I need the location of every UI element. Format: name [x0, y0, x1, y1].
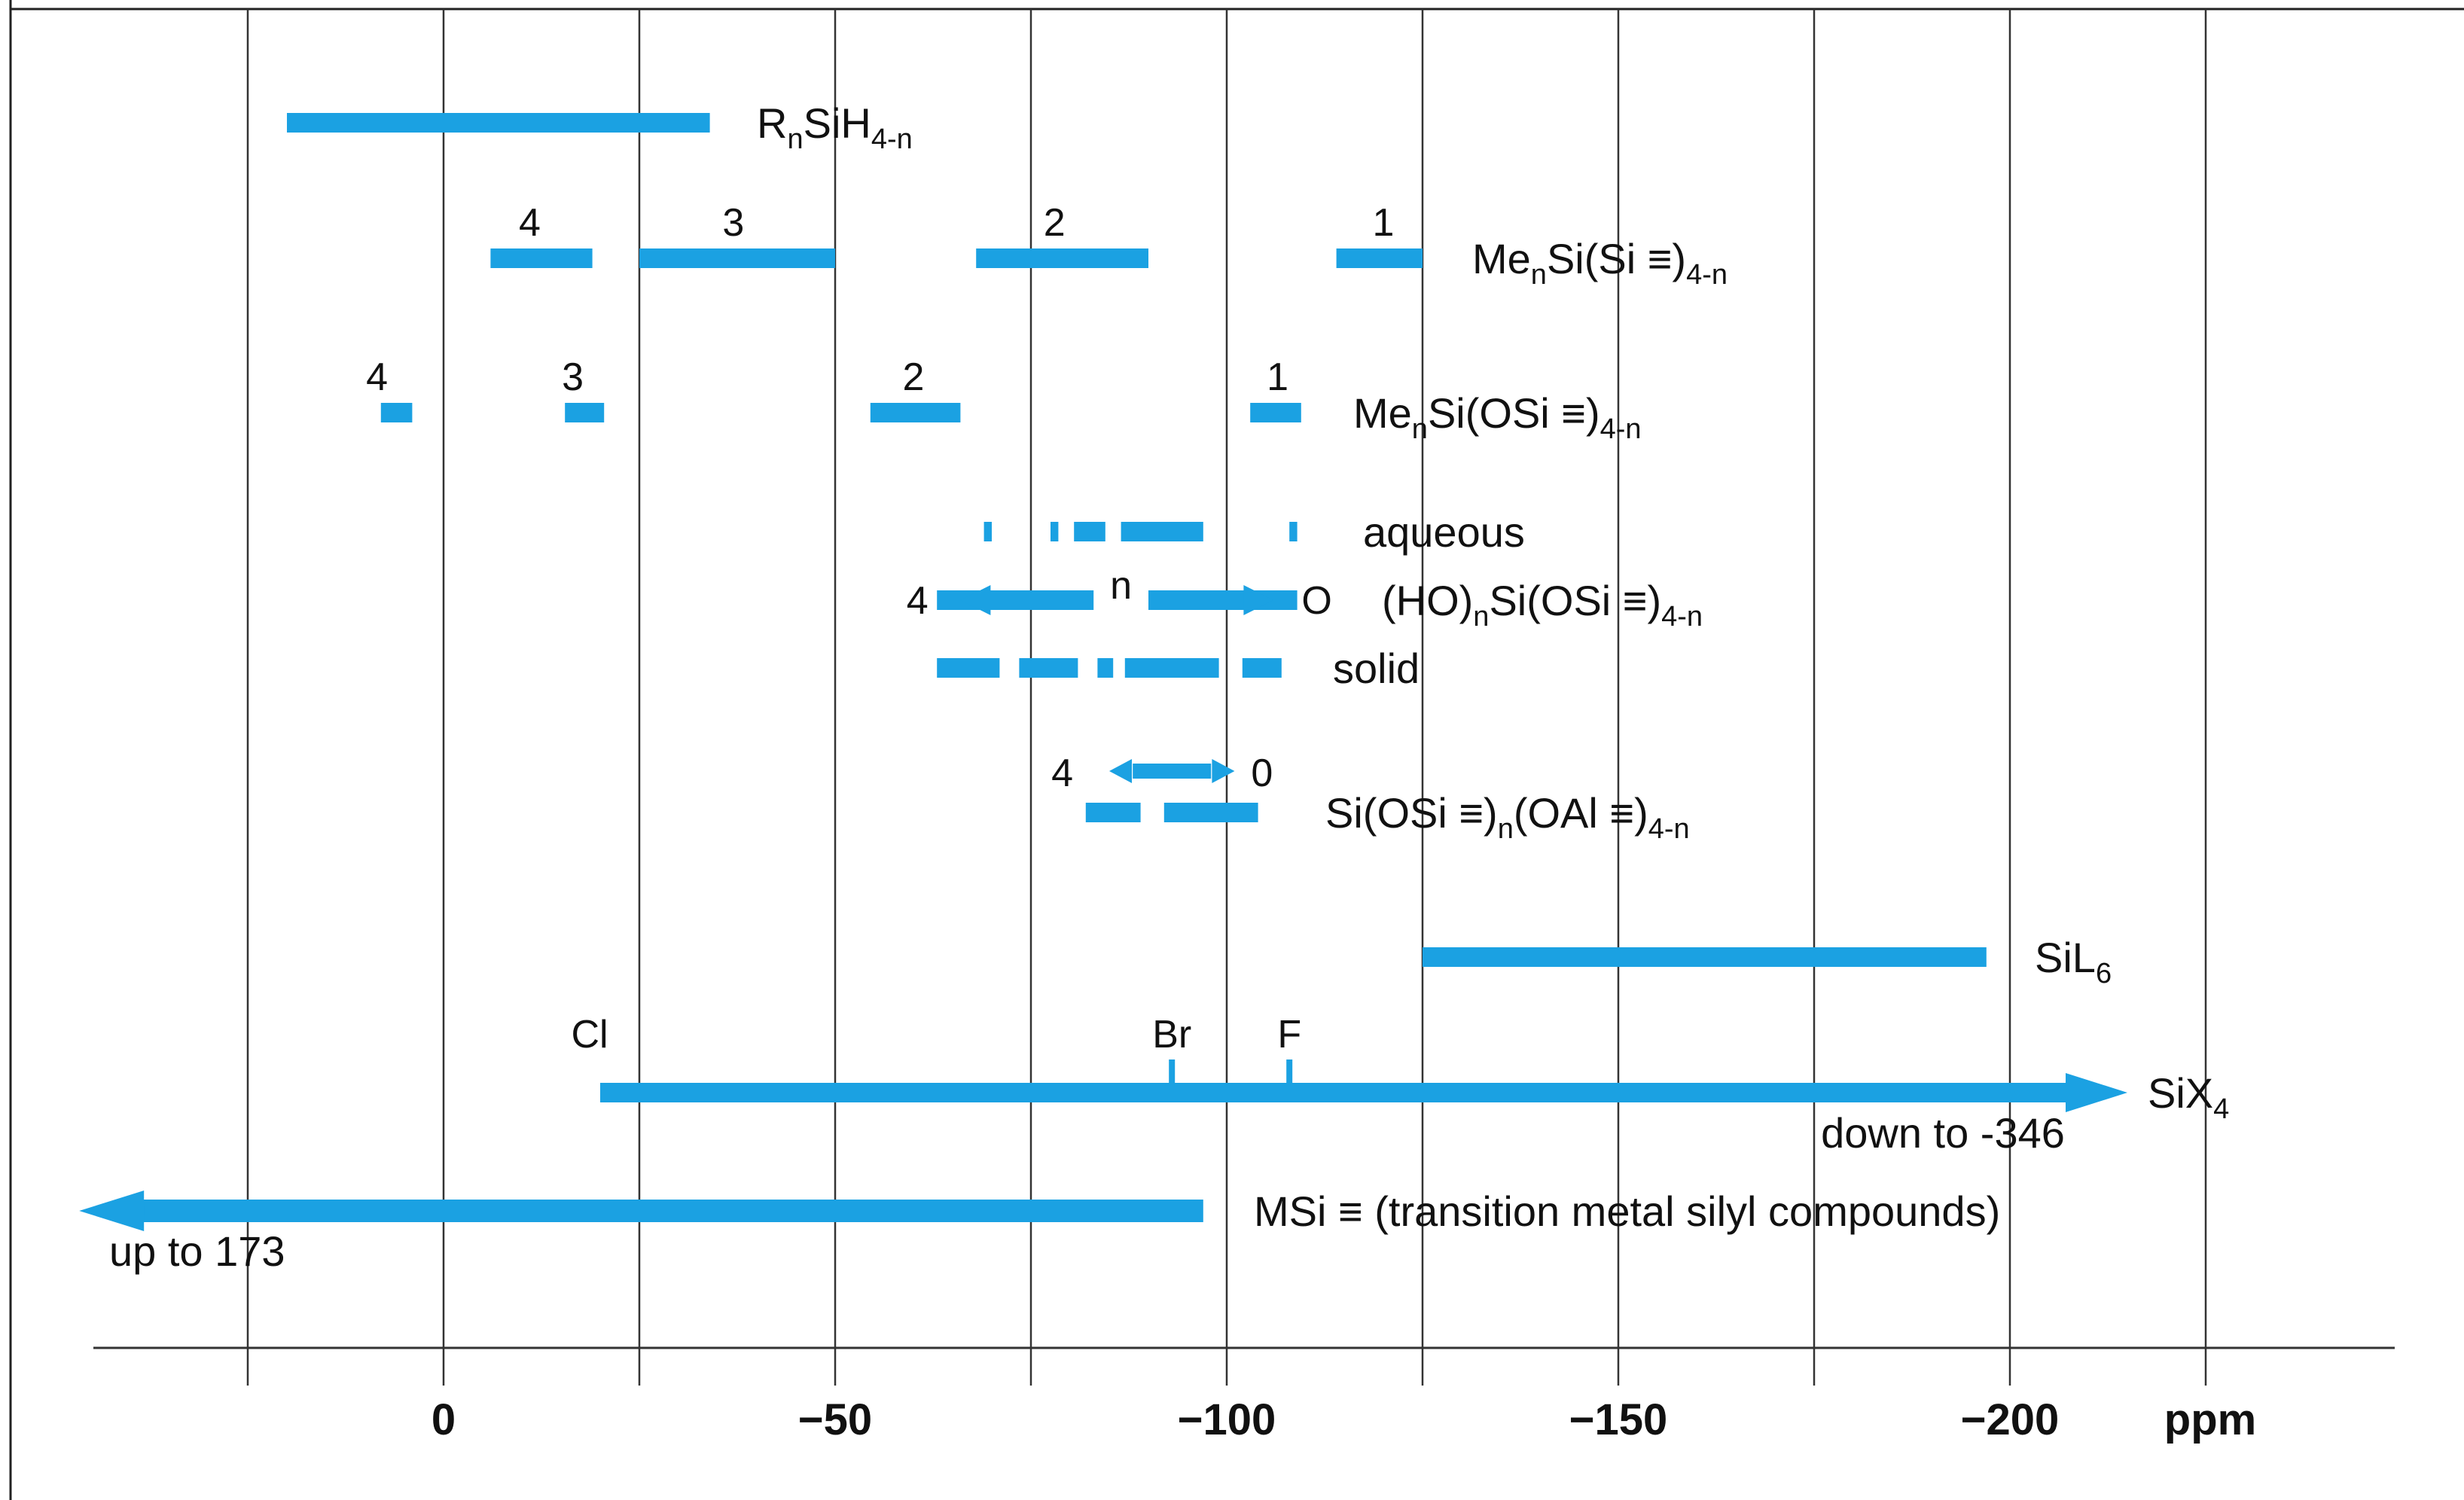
range-note: up to 173: [109, 1227, 285, 1275]
range-bar: [1124, 658, 1219, 678]
halide-marker: [1169, 1059, 1176, 1084]
range-bar: [1242, 658, 1282, 678]
row-label-sialo: Si(OSi ≡)n(OAl ≡)4-n: [1325, 789, 1690, 845]
arrow-head: [1243, 585, 1274, 615]
halide-label: F: [1277, 1013, 1301, 1056]
halide-marker: [1286, 1059, 1293, 1084]
range-bar: [1423, 947, 1987, 967]
range-bar: [937, 590, 1094, 610]
range-bar: [1289, 522, 1298, 541]
row-label-solid: solid: [1333, 645, 1420, 692]
range-bar: [1074, 522, 1105, 541]
range-bar: [1163, 803, 1258, 822]
row-label-rnsih: RnSiH4-n: [757, 99, 913, 155]
range-bar: [976, 248, 1148, 268]
range-marks: [79, 113, 2127, 1231]
row-label-aqueous: aqueous: [1363, 508, 1525, 556]
range-bar: [136, 1200, 1203, 1222]
range-bar: [1148, 590, 1298, 610]
range-bar: [1121, 522, 1203, 541]
range-bar: [1097, 658, 1114, 678]
range-bar: [600, 1083, 2067, 1102]
count-label: 3: [562, 355, 584, 399]
row-label-mensiosi: MenSi(OSi ≡)4-n: [1353, 389, 1642, 445]
count-label: 4: [519, 201, 541, 245]
count-label: 1: [1373, 201, 1395, 245]
arrow-head: [2066, 1073, 2127, 1112]
count-label: n: [1110, 564, 1132, 608]
range-bar: [937, 658, 1000, 678]
row-label-mensisi: MenSi(Si ≡)4-n: [1472, 235, 1728, 291]
arrow-head: [1109, 759, 1132, 783]
count-label: 1: [1267, 355, 1288, 399]
chart-frame: [9, 0, 2464, 1500]
grid-lines: [246, 9, 2207, 1386]
range-bar: [1133, 764, 1212, 779]
range-bar: [1051, 522, 1059, 541]
x-tick-label: 0: [432, 1395, 456, 1444]
halide-label: Cl: [571, 1013, 608, 1056]
arrow-head: [79, 1191, 145, 1231]
range-bar: [870, 403, 961, 422]
range-bar: [287, 113, 710, 133]
arrow-head: [1212, 759, 1235, 783]
range-bar: [490, 248, 593, 268]
range-bar: [380, 403, 413, 422]
count-label: 0: [1251, 752, 1273, 795]
count-label: 3: [722, 201, 744, 245]
count-label: 4: [1051, 752, 1073, 795]
count-label: 4: [907, 579, 929, 623]
halide-label: Br: [1152, 1013, 1191, 1056]
range-bar: [1019, 658, 1078, 678]
row-label-msi: MSi ≡ (transition metal silyl compounds): [1254, 1188, 2000, 1235]
row-label-six4: SiX4: [2148, 1069, 2229, 1125]
count-label: 2: [1044, 201, 1066, 245]
x-axis-unit: ppm: [2164, 1395, 2256, 1444]
row-labels: RnSiH4-n 4 3 2 1 MenSi(Si ≡)4-n 4 3 2 1 MenSi(OSi …: [109, 99, 2229, 1275]
x-axis: 0 −50 −100 −150 −200 ppm: [93, 1346, 2395, 1444]
count-label: 2: [903, 355, 925, 399]
x-tick-label: −50: [798, 1395, 872, 1444]
range-bar: [565, 403, 605, 422]
range-note: down to -346: [1821, 1109, 2065, 1157]
x-tick-label: −150: [1569, 1395, 1668, 1444]
range-bar: [639, 248, 835, 268]
count-label: 4: [366, 355, 388, 399]
count-label: O: [1301, 579, 1331, 623]
range-bar: [1250, 403, 1301, 422]
range-bar: [983, 522, 992, 541]
row-label-sil6: SiL6: [2035, 934, 2112, 989]
row-label-honsi: (HO)nSi(OSi ≡)4-n: [1382, 577, 1703, 633]
arrow-head: [960, 585, 991, 615]
x-tick-label: −200: [1961, 1395, 2060, 1444]
range-bar: [1085, 803, 1141, 822]
x-tick-label: −100: [1178, 1395, 1276, 1444]
range-bar: [1336, 248, 1423, 268]
